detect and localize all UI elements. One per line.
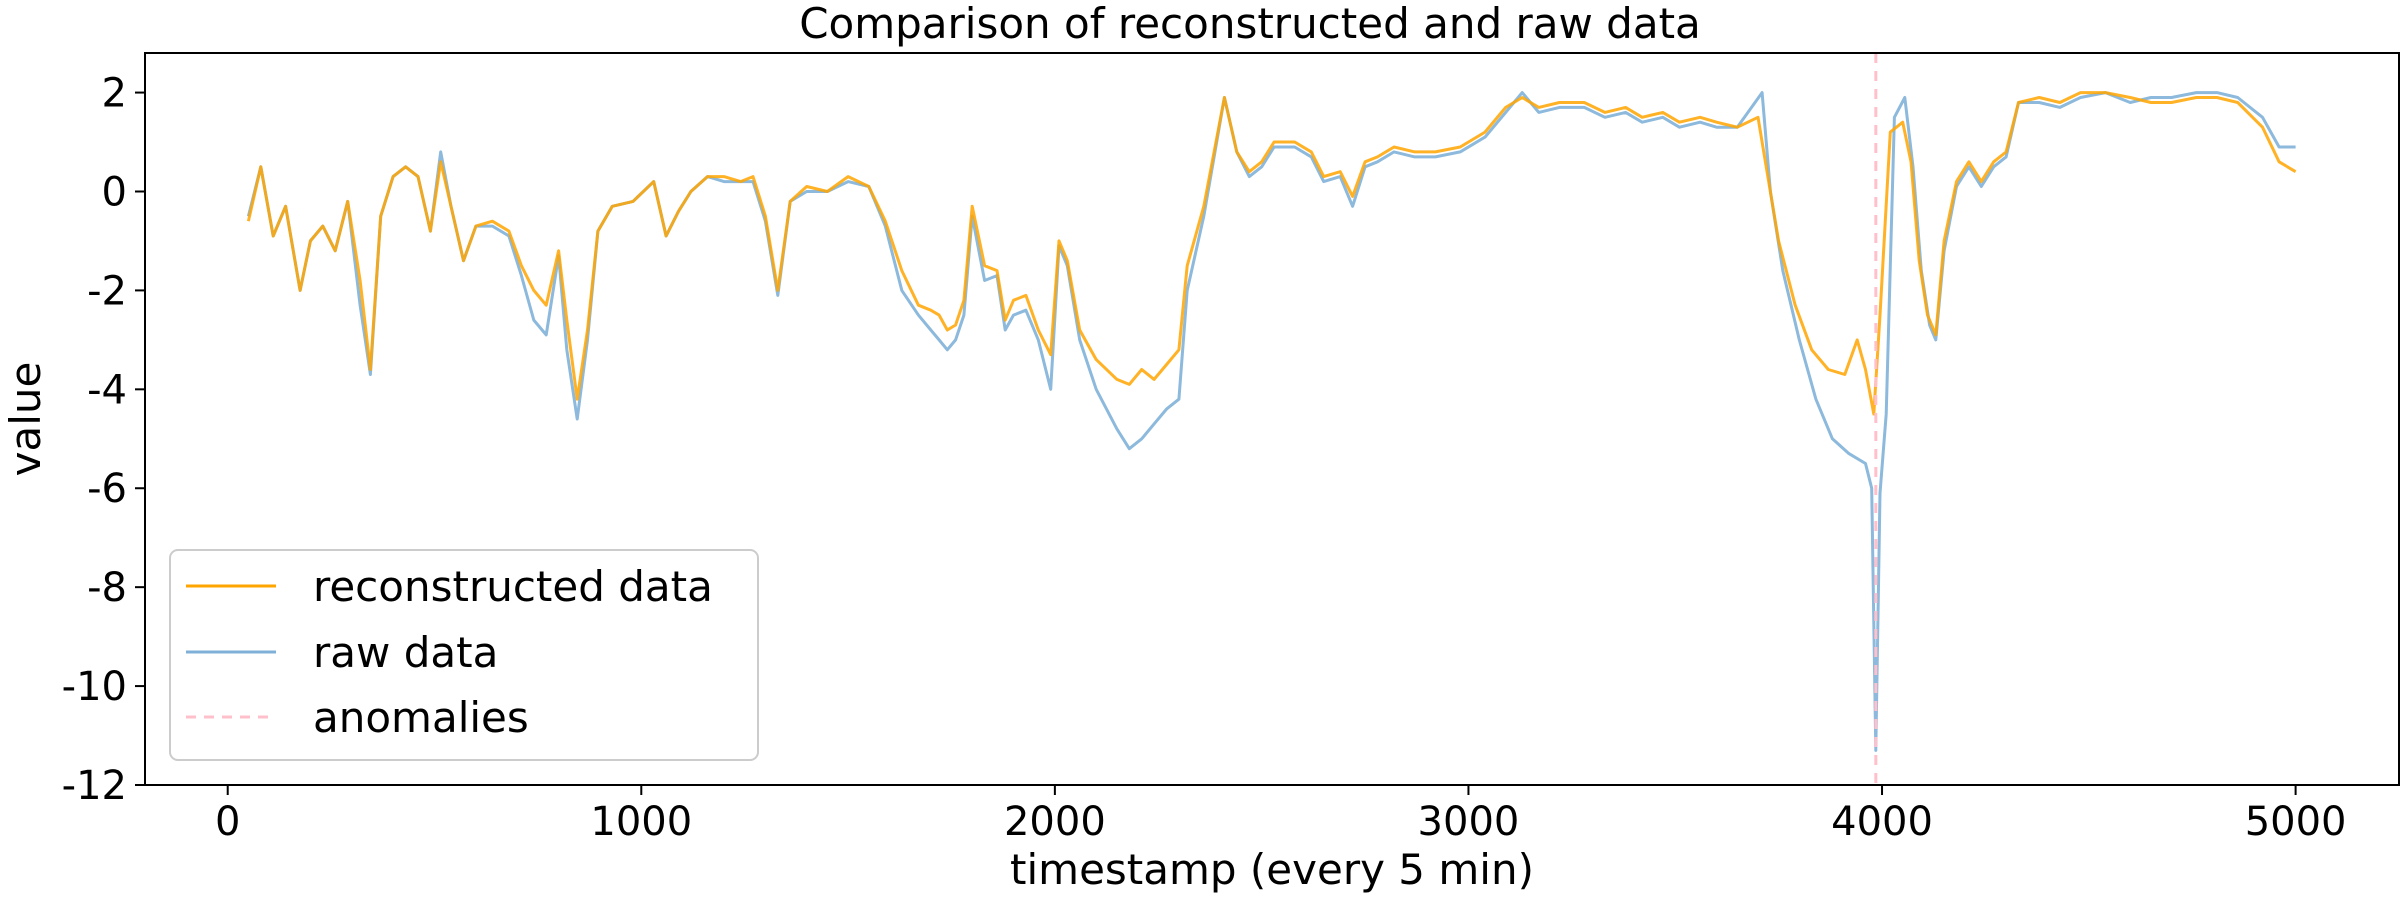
series-line-reconstructed-data	[246, 91, 2297, 416]
y-tick-label: -6	[87, 466, 127, 512]
legend-box	[169, 549, 759, 761]
legend-label-reconstructed: reconstructed data	[313, 562, 713, 611]
y-tick-label: -4	[87, 367, 127, 413]
y-tick-label: -12	[62, 763, 127, 809]
x-tick-label: 3000	[1418, 799, 1520, 845]
x-axis-label: timestamp (every 5 min)	[1010, 845, 1534, 894]
x-tick-label: 1000	[590, 799, 692, 845]
series-line-raw-data	[246, 91, 2296, 752]
y-axis: 2 0 -2 -4 -6 -8 -10 -12	[62, 71, 145, 809]
plot-frame	[144, 52, 2400, 786]
legend: reconstructed data raw data anomalies	[169, 549, 759, 761]
x-tick-label: 2000	[1004, 799, 1106, 845]
x-axis: 0 1000 2000 3000 4000 5000	[215, 785, 2347, 845]
x-tick-label: 4000	[1831, 799, 1933, 845]
legend-label-raw: raw data	[313, 628, 498, 677]
chart-title: Comparison of reconstructed and raw data	[799, 0, 1701, 48]
y-axis-label: value	[1, 362, 50, 477]
y-tick-label: -8	[87, 565, 127, 611]
legend-label-anomalies: anomalies	[313, 693, 529, 742]
y-tick-label: 2	[102, 71, 127, 117]
plot-area	[246, 53, 2297, 785]
x-tick-label: 0	[215, 799, 240, 845]
x-tick-label: 5000	[2245, 799, 2347, 845]
y-tick-label: -2	[87, 268, 127, 314]
y-tick-label: -10	[62, 664, 127, 710]
y-tick-label: 0	[102, 169, 127, 215]
